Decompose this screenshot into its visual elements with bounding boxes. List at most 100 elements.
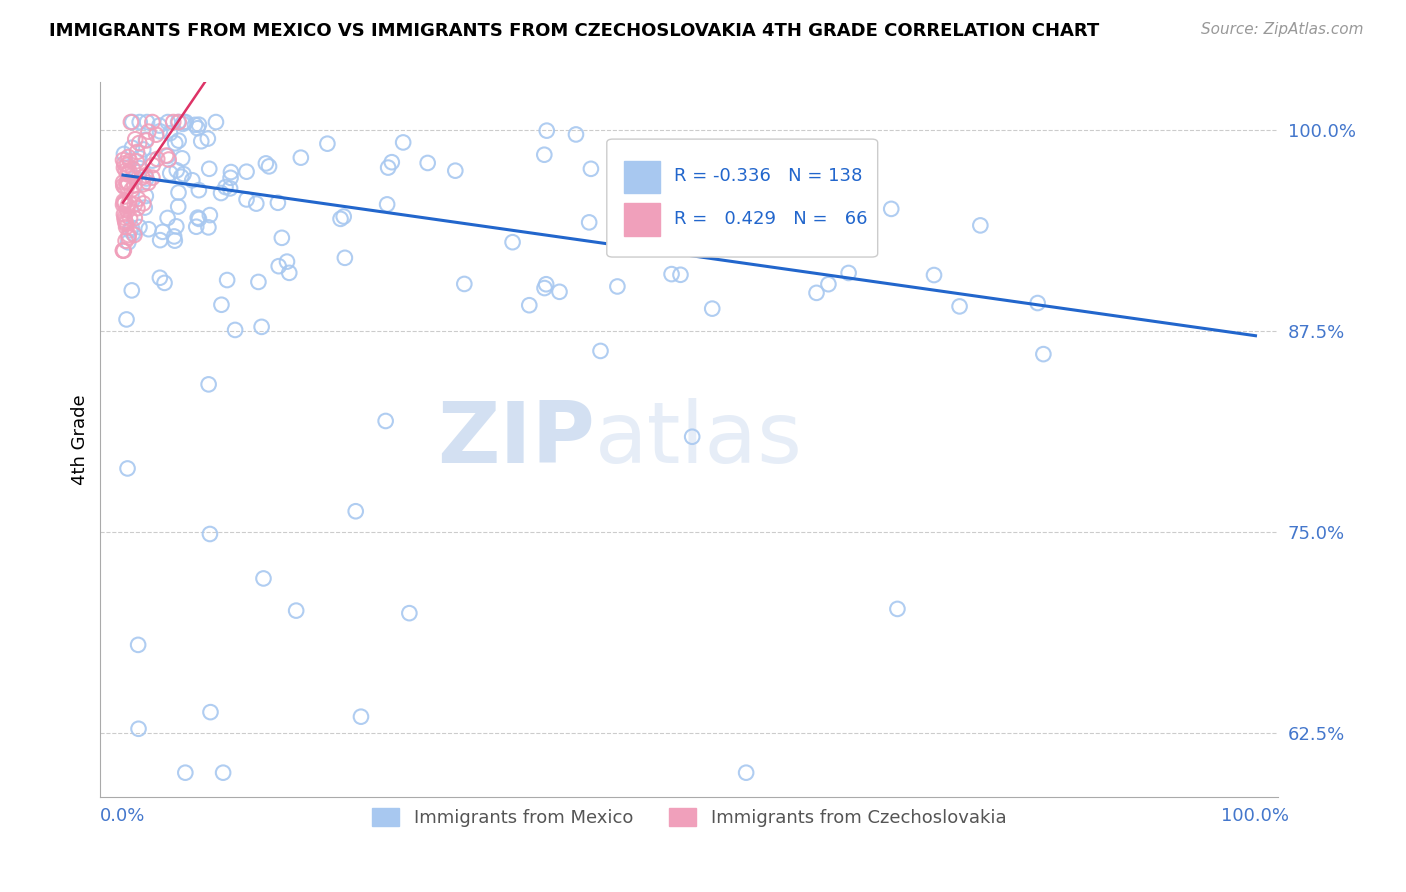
Point <box>198 208 221 222</box>
Point <box>128 115 150 129</box>
Point <box>181 173 204 187</box>
Point <box>141 153 163 168</box>
Point <box>128 161 150 176</box>
Point <box>112 194 135 209</box>
Text: R =   0.429   N =   66: R = 0.429 N = 66 <box>673 211 868 228</box>
Point <box>115 312 138 326</box>
Point <box>112 244 135 258</box>
Point <box>141 170 163 185</box>
Point <box>702 301 724 316</box>
Point <box>381 155 404 169</box>
Point <box>112 156 135 170</box>
Point <box>117 199 139 213</box>
Point <box>112 197 135 211</box>
Point <box>115 175 138 189</box>
Point <box>114 195 136 210</box>
Point <box>127 201 149 215</box>
Point <box>316 136 339 151</box>
Point <box>155 148 177 162</box>
Point <box>333 251 356 265</box>
Point <box>112 207 135 221</box>
Point <box>135 133 157 147</box>
Point <box>278 266 301 280</box>
Point <box>257 160 280 174</box>
Point <box>132 178 155 192</box>
Point <box>190 134 212 148</box>
Point <box>880 202 903 216</box>
Point <box>969 219 991 233</box>
Point <box>149 124 172 138</box>
Point <box>117 176 139 190</box>
Point <box>344 504 367 518</box>
Point <box>167 134 190 148</box>
Point <box>111 244 134 258</box>
Point <box>533 281 555 295</box>
Point <box>578 215 600 229</box>
Point <box>124 132 146 146</box>
Point <box>112 175 135 189</box>
Point <box>134 201 156 215</box>
Point <box>117 150 139 164</box>
Point <box>209 298 232 312</box>
Point <box>922 268 945 282</box>
Point <box>131 170 153 185</box>
Point <box>681 430 703 444</box>
Point <box>197 377 219 392</box>
Point <box>640 232 662 246</box>
Point <box>187 211 209 226</box>
Point <box>172 117 194 131</box>
Point <box>167 200 190 214</box>
Point <box>112 147 135 161</box>
Point <box>145 128 167 142</box>
Point <box>187 121 209 136</box>
Point <box>173 167 195 181</box>
Point <box>156 149 179 163</box>
Text: atlas: atlas <box>595 398 803 481</box>
Point <box>589 343 612 358</box>
Point <box>886 602 908 616</box>
Text: R = -0.336   N = 138: R = -0.336 N = 138 <box>673 168 862 186</box>
Point <box>212 765 235 780</box>
Point <box>163 229 186 244</box>
Point <box>115 220 138 235</box>
Point <box>142 158 165 172</box>
Point <box>285 604 308 618</box>
Point <box>118 195 141 210</box>
Point <box>136 115 159 129</box>
Point <box>148 119 170 133</box>
Point <box>290 151 312 165</box>
Point <box>398 606 420 620</box>
Point <box>135 189 157 203</box>
Point <box>117 203 139 218</box>
Point <box>517 298 540 312</box>
Point <box>114 234 136 248</box>
Point <box>329 211 352 226</box>
FancyBboxPatch shape <box>624 161 659 193</box>
Point <box>118 154 141 169</box>
Point <box>170 169 193 184</box>
Point <box>157 153 180 167</box>
Point <box>838 266 860 280</box>
Point <box>149 233 172 247</box>
Point <box>534 277 557 292</box>
Point <box>114 180 136 194</box>
Point <box>132 143 155 157</box>
Point <box>138 222 160 236</box>
Point <box>205 115 228 129</box>
Point <box>536 123 558 137</box>
Point <box>115 175 138 189</box>
Point <box>252 571 274 585</box>
Point <box>377 161 399 175</box>
Point <box>267 259 290 273</box>
Point <box>235 193 257 207</box>
Point <box>159 166 181 180</box>
Point <box>245 196 267 211</box>
Point <box>669 268 692 282</box>
Point <box>167 115 190 129</box>
Point <box>128 722 150 736</box>
Point <box>114 211 136 225</box>
Point <box>166 163 188 178</box>
Point <box>174 115 197 129</box>
Point <box>672 230 695 244</box>
Point <box>416 156 439 170</box>
